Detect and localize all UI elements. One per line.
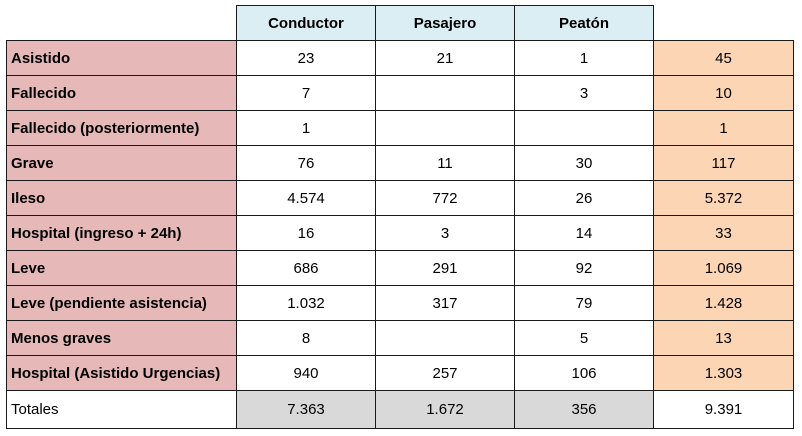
row-label: Asistido	[6, 40, 237, 76]
table-cell: 79	[514, 285, 654, 321]
table-cell: 686	[236, 250, 376, 286]
row-label: Fallecido	[6, 75, 237, 111]
table-cell	[375, 110, 515, 146]
table-cell	[375, 75, 515, 111]
row-label: Hospital (Asistido Urgencias)	[6, 355, 237, 391]
totals-cell: 7.363	[236, 390, 376, 429]
row-total-cell: 13	[653, 320, 794, 356]
table-cell: 3	[375, 215, 515, 251]
table-cell: 21	[375, 40, 515, 76]
table-cell: 772	[375, 180, 515, 216]
table-cell: 1.032	[236, 285, 376, 321]
table-cell: 3	[514, 75, 654, 111]
table-cell: 23	[236, 40, 376, 76]
column-header-conductor: Conductor	[236, 5, 376, 41]
row-total-cell: 117	[653, 145, 794, 181]
table-cell: 257	[375, 355, 515, 391]
row-total-cell: 45	[653, 40, 794, 76]
table-cell: 76	[236, 145, 376, 181]
table-cell: 14	[514, 215, 654, 251]
table-cell: 7	[236, 75, 376, 111]
table-cell: 291	[375, 250, 515, 286]
table-cell: 4.574	[236, 180, 376, 216]
row-label: Leve	[6, 250, 237, 286]
table-cell	[514, 110, 654, 146]
table-cell: 317	[375, 285, 515, 321]
table-cell: 11	[375, 145, 515, 181]
table-cell: 5	[514, 320, 654, 356]
row-total-cell: 10	[653, 75, 794, 111]
row-total-cell: 5.372	[653, 180, 794, 216]
row-label: Ileso	[6, 180, 237, 216]
table-cell: 8	[236, 320, 376, 356]
column-header-pasajero: Pasajero	[375, 5, 515, 41]
table-cell: 1	[514, 40, 654, 76]
table-cell: 106	[514, 355, 654, 391]
table-cell: 1	[236, 110, 376, 146]
row-label: Menos graves	[6, 320, 237, 356]
table-cell: 16	[236, 215, 376, 251]
table-cell: 92	[514, 250, 654, 286]
row-label: Fallecido (posteriormente)	[6, 110, 237, 146]
totals-label: Totales	[6, 390, 237, 429]
row-total-cell: 1	[653, 110, 794, 146]
table-cell: 26	[514, 180, 654, 216]
column-header-peaton: Peatón	[514, 5, 654, 41]
grand-total-cell: 9.391	[653, 390, 794, 429]
totals-cell: 356	[514, 390, 654, 429]
row-total-cell: 1.303	[653, 355, 794, 391]
row-total-cell: 33	[653, 215, 794, 251]
row-label: Leve (pendiente asistencia)	[6, 285, 237, 321]
table-cell: 940	[236, 355, 376, 391]
row-label: Grave	[6, 145, 237, 181]
victims-table: Conductor Pasajero Peatón Asistido 23 21…	[6, 5, 794, 429]
table-cell	[375, 320, 515, 356]
table-cell: 30	[514, 145, 654, 181]
totals-cell: 1.672	[375, 390, 515, 429]
row-total-cell: 1.069	[653, 250, 794, 286]
row-total-cell: 1.428	[653, 285, 794, 321]
row-label: Hospital (ingreso + 24h)	[6, 215, 237, 251]
